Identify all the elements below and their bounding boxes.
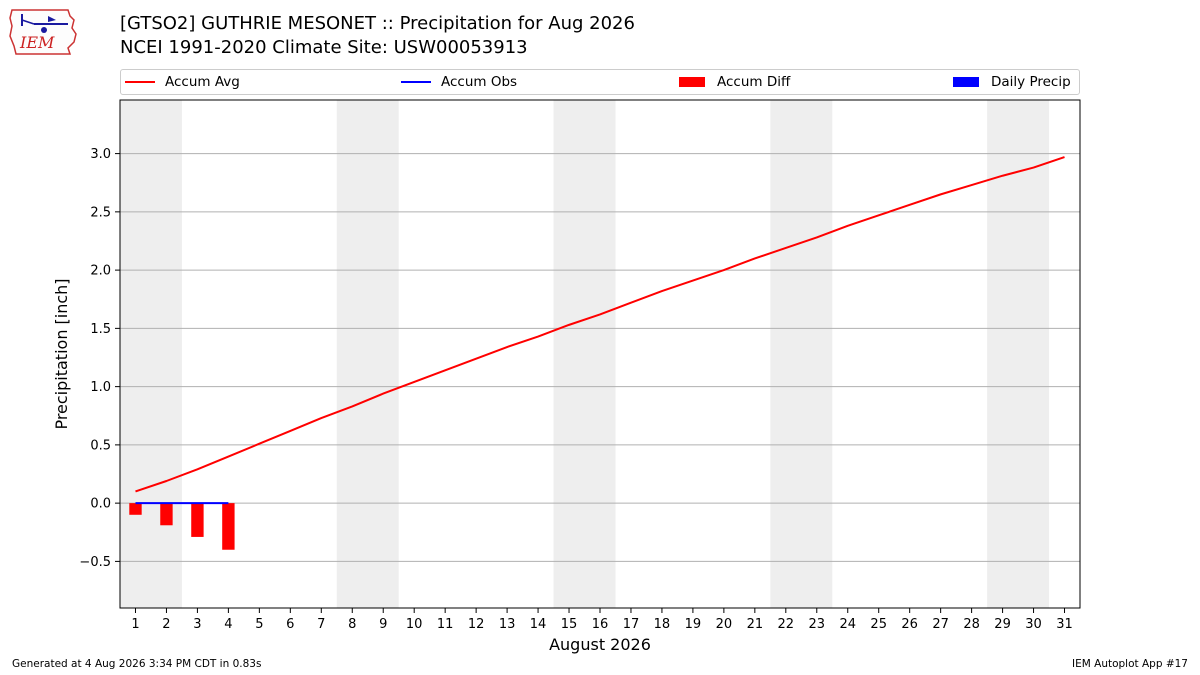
x-tick-label: 20 (716, 617, 733, 632)
x-tick-label: 23 (809, 617, 826, 632)
legend-swatch-accum-avg (125, 81, 155, 83)
y-tick-label: 2.0 (90, 264, 111, 279)
accum-diff-bar-3 (191, 503, 204, 537)
legend-swatch-accum-diff (679, 77, 705, 87)
x-tick-label: 15 (561, 617, 578, 632)
y-tick-label: −0.5 (79, 555, 111, 570)
weekend-band-2 (336, 100, 399, 608)
x-tick-label: 6 (286, 617, 294, 632)
legend-item-daily-precip: Daily Precip (953, 70, 1071, 94)
x-axis-ticks: 1 2 3 4 5 6 7 8 9 10 11 12 13 14 15 16 17 18 19 20 21 22 23 24 2… (131, 608, 1073, 632)
title-line-1: [GTSO2] GUTHRIE MESONET :: Precipitation… (120, 13, 635, 34)
legend-item-accum-diff: Accum Diff (679, 70, 790, 94)
footer-generated: Generated at 4 Aug 2026 3:34 PM CDT in 0… (12, 658, 262, 670)
x-tick-label: 11 (437, 617, 454, 632)
x-tick-label: 10 (406, 617, 423, 632)
y-axis-ticks: −0.5 0.0 0.5 1.0 1.5 2.0 2.5 3.0 (79, 147, 120, 570)
legend-label-accum-avg: Accum Avg (165, 74, 240, 90)
diff-bars (129, 503, 235, 550)
x-tick-label: 9 (379, 617, 387, 632)
y-axis-label: Precipitation [inch] (52, 278, 71, 429)
x-tick-label: 22 (778, 617, 795, 632)
y-tick-label: 2.5 (90, 205, 111, 220)
legend-item-accum-obs: Accum Obs (401, 70, 517, 94)
x-tick-label: 2 (162, 617, 170, 632)
x-tick-label: 4 (224, 617, 232, 632)
weekend-band-5 (987, 100, 1050, 608)
x-tick-label: 13 (499, 617, 516, 632)
legend: Accum Avg Accum Obs Accum Diff Daily Pre… (120, 69, 1080, 95)
x-tick-label: 17 (623, 617, 640, 632)
legend-label-daily-precip: Daily Precip (991, 74, 1071, 90)
weekend-band-4 (770, 100, 833, 608)
y-tick-label: 0.5 (90, 438, 111, 453)
footer-app-id: IEM Autoplot App #17 (1072, 658, 1188, 670)
x-tick-label: 29 (994, 617, 1011, 632)
legend-label-accum-obs: Accum Obs (441, 74, 518, 90)
x-tick-label: 21 (747, 617, 764, 632)
y-tick-label: 3.0 (90, 147, 111, 162)
series-lines (135, 156, 1065, 505)
x-tick-label: 7 (317, 617, 325, 632)
legend-swatch-daily-precip (953, 77, 979, 87)
weekend-band-3 (553, 100, 616, 608)
legend-swatch-accum-obs (401, 81, 431, 83)
x-tick-label: 28 (963, 617, 980, 632)
weekend-band-1 (120, 100, 182, 608)
x-tick-label: 5 (255, 617, 263, 632)
x-tick-label: 3 (193, 617, 201, 632)
accum-diff-bar-1 (129, 503, 142, 515)
y-tick-label: 1.5 (90, 322, 111, 337)
iem-logo-text: IEM (19, 33, 55, 52)
legend-label-accum-diff: Accum Diff (717, 74, 791, 90)
x-tick-label: 12 (468, 617, 485, 632)
x-tick-label: 24 (839, 617, 856, 632)
accum-diff-bar-2 (160, 503, 173, 526)
x-tick-label: 16 (592, 617, 609, 632)
x-tick-label: 18 (654, 617, 671, 632)
x-axis-label: August 2026 (549, 635, 651, 654)
legend-item-accum-avg: Accum Avg (125, 70, 240, 94)
x-tick-label: 8 (348, 617, 356, 632)
gridlines (120, 153, 1080, 562)
y-tick-label: 1.0 (90, 380, 111, 395)
iem-logo: IEM (9, 9, 77, 55)
accum-diff-bar-4 (222, 503, 235, 550)
x-tick-label: 1 (131, 617, 139, 632)
weekend-shading (120, 100, 1050, 608)
x-tick-label: 14 (530, 617, 547, 632)
x-tick-label: 26 (901, 617, 918, 632)
title-line-2: NCEI 1991-2020 Climate Site: USW00053913 (120, 37, 528, 58)
x-tick-label: 19 (685, 617, 702, 632)
x-tick-label: 27 (932, 617, 949, 632)
chart-title: [GTSO2] GUTHRIE MESONET :: Precipitation… (120, 12, 635, 60)
x-tick-label: 30 (1025, 617, 1042, 632)
x-tick-label: 31 (1056, 617, 1073, 632)
x-tick-label: 25 (870, 617, 887, 632)
y-tick-label: 0.0 (90, 497, 111, 512)
accum-avg-line (135, 156, 1065, 493)
